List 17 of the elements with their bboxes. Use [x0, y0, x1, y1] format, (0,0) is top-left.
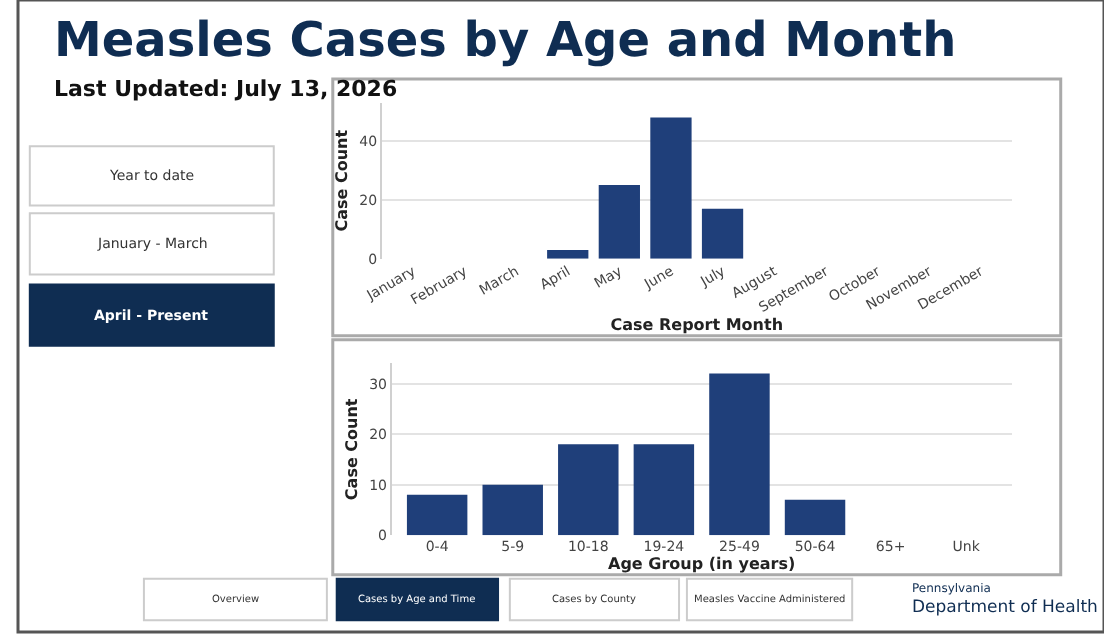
- bar: [784, 499, 846, 536]
- text: Last Updated: July 13, 2026: [54, 76, 398, 102]
- bar: [406, 494, 468, 536]
- bar: [650, 117, 692, 259]
- x-axis-title: Age Group (in years): [608, 555, 796, 574]
- bar: [558, 444, 619, 536]
- text: Measles Cases by Age and Month: [54, 12, 957, 68]
- bar: [482, 484, 543, 536]
- bar: [709, 373, 770, 536]
- bar: [547, 249, 589, 259]
- x-axis-title: Case Report Month: [610, 316, 784, 335]
- text: Department of Health: [912, 598, 1098, 618]
- y-axis-title: Case Count: [342, 398, 361, 501]
- bar: [598, 185, 640, 259]
- bar: [633, 444, 695, 536]
- bar: [701, 208, 744, 259]
- y-axis-title: Case Count: [332, 129, 351, 232]
